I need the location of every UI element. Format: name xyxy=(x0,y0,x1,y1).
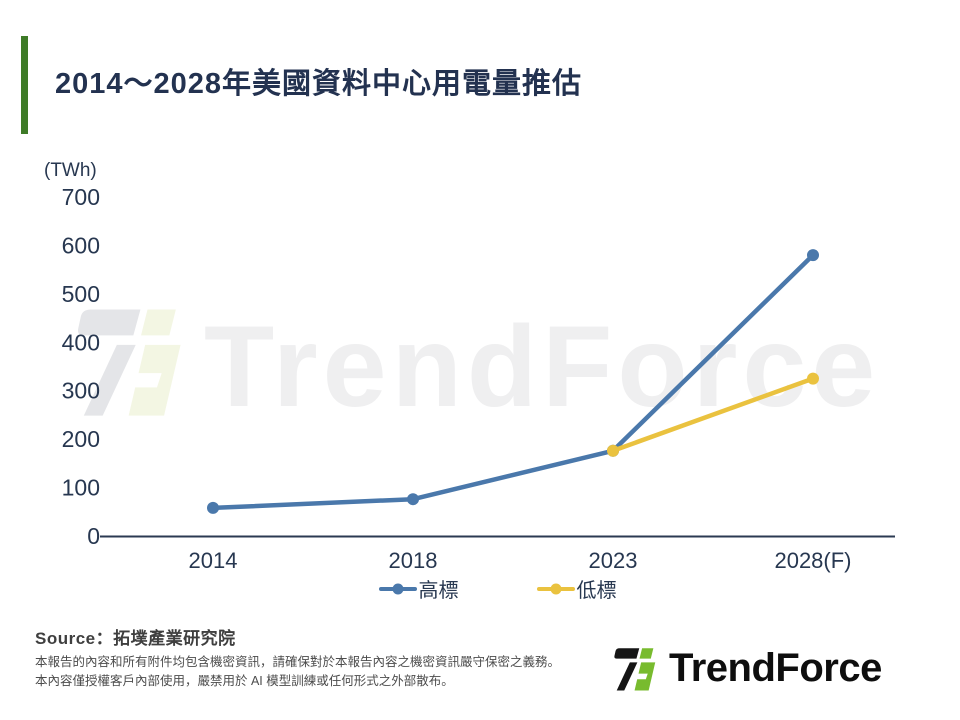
x-axis-tick-label: 2023 xyxy=(589,548,638,573)
title-accent-bar xyxy=(21,36,28,134)
y-axis-unit-label: (TWh) xyxy=(44,160,97,181)
trendforce-logo-icon xyxy=(614,648,656,691)
y-axis-tick-label: 600 xyxy=(62,232,100,258)
legend-item-1: 低標 xyxy=(536,574,617,603)
legend-label: 高標 xyxy=(418,580,459,602)
disclaimer-line-2: 本內容僅授權客戶內部使用，嚴禁用於 AI 模型訓練或任何形式之外部散布。 xyxy=(35,673,454,688)
trendforce-watermark-logo-icon xyxy=(77,309,181,416)
source-line: Source：拓墣產業研究院 xyxy=(35,629,236,648)
legend-label: 低標 xyxy=(576,580,617,602)
disclaimer-line-1: 本報告的內容和所有附件均包含機密資訊，請確保對於本報告內容之機密資訊嚴守保密之義… xyxy=(35,655,561,669)
y-axis-tick-label: 0 xyxy=(87,523,100,549)
x-axis-tick-label: 2018 xyxy=(389,548,438,573)
legend-item-0: 高標 xyxy=(378,574,459,603)
data-point-series-0 xyxy=(607,444,619,457)
y-axis-tick-label: 200 xyxy=(62,426,100,452)
trendforce-logo: TrendForce xyxy=(612,644,882,692)
chart-legend: 高標 低標 xyxy=(100,574,895,603)
page-title: 2014～2028年美國資料中心用電量推估 xyxy=(55,68,583,100)
x-axis-tick-label: 2028(F) xyxy=(774,548,851,573)
legend-marker-icon xyxy=(536,583,575,594)
watermark: TrendForce xyxy=(72,298,880,425)
data-point-series-1 xyxy=(607,444,619,457)
x-axis-tick-label: 2014 xyxy=(189,548,238,573)
data-point-series-0 xyxy=(207,501,219,514)
disclaimer-text: 本報告的內容和所有附件均包含機密資訊，請確保對於本報告內容之機密資訊嚴守保密之義… xyxy=(35,653,560,691)
y-axis-tick-label: 700 xyxy=(62,184,100,210)
watermark-text: TrendForce xyxy=(204,303,881,431)
data-point-series-0 xyxy=(807,249,819,262)
data-point-series-0 xyxy=(407,493,419,506)
legend-marker-icon xyxy=(378,583,417,594)
y-axis-tick-label: 100 xyxy=(62,475,100,501)
trendforce-logo-text: TrendForce xyxy=(669,646,882,690)
